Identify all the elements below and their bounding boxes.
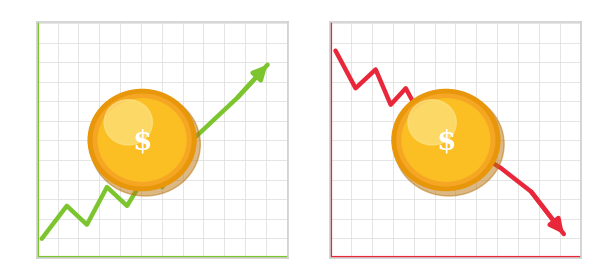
Circle shape	[402, 99, 490, 181]
Circle shape	[397, 94, 495, 186]
Text: $: $	[132, 129, 152, 156]
Circle shape	[93, 94, 191, 186]
Circle shape	[98, 99, 186, 181]
Circle shape	[90, 92, 200, 196]
Circle shape	[392, 89, 500, 191]
Circle shape	[408, 100, 457, 145]
Circle shape	[104, 100, 152, 145]
Circle shape	[394, 92, 504, 196]
Circle shape	[88, 89, 196, 191]
Text: $: $	[436, 129, 455, 156]
